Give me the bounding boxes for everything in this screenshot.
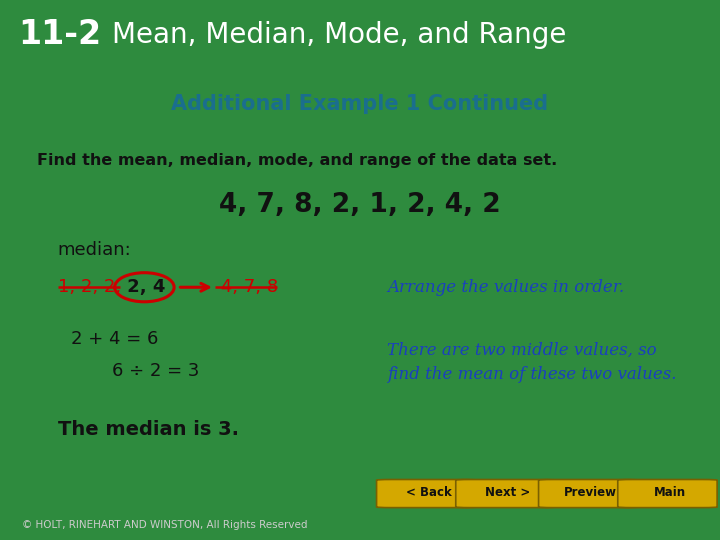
- FancyBboxPatch shape: [539, 480, 638, 508]
- Text: Find the mean, median, mode, and range of the data set.: Find the mean, median, mode, and range o…: [37, 153, 557, 168]
- Text: 2 + 4 = 6: 2 + 4 = 6: [71, 329, 158, 348]
- Text: median:: median:: [58, 241, 131, 259]
- Text: 2, 4: 2, 4: [122, 278, 166, 296]
- Text: 4, 7, 8, 2, 1, 2, 4, 2: 4, 7, 8, 2, 1, 2, 4, 2: [219, 192, 501, 218]
- Text: The median is 3.: The median is 3.: [58, 420, 238, 439]
- Text: Main: Main: [654, 486, 685, 499]
- FancyBboxPatch shape: [377, 480, 476, 508]
- Text: Additional Example 1 Continued: Additional Example 1 Continued: [171, 94, 549, 114]
- Text: 4, 7, 8: 4, 7, 8: [215, 278, 278, 296]
- Text: Arrange the values in order.: Arrange the values in order.: [387, 279, 624, 296]
- Text: There are two middle values, so: There are two middle values, so: [387, 342, 657, 359]
- Text: < Back: < Back: [405, 486, 451, 499]
- FancyBboxPatch shape: [456, 480, 555, 508]
- Text: find the mean of these two values.: find the mean of these two values.: [387, 367, 677, 383]
- Text: Preview: Preview: [564, 486, 617, 499]
- Text: 6 ÷ 2 = 3: 6 ÷ 2 = 3: [112, 362, 199, 380]
- Text: Mean, Median, Mode, and Range: Mean, Median, Mode, and Range: [112, 21, 566, 49]
- Text: 1, 2, 2,: 1, 2, 2,: [58, 278, 121, 296]
- Text: 11-2: 11-2: [18, 18, 101, 51]
- Text: Next >: Next >: [485, 486, 530, 499]
- FancyBboxPatch shape: [618, 480, 717, 508]
- Text: © HOLT, RINEHART AND WINSTON, All Rights Reserved: © HOLT, RINEHART AND WINSTON, All Rights…: [22, 519, 307, 530]
